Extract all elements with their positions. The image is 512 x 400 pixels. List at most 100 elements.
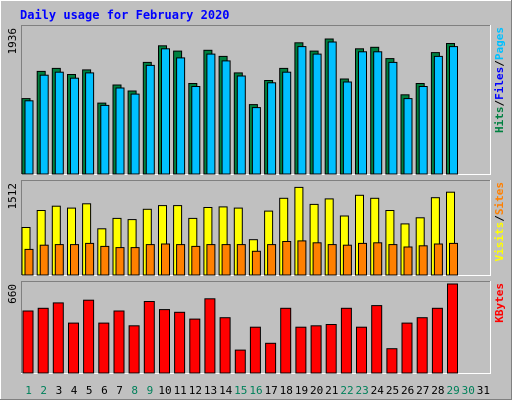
bar-sites-day-13 (206, 244, 216, 276)
x-tick-day-1: 1 (25, 384, 32, 397)
bar-sites-day-17 (267, 244, 277, 276)
bar-kbytes-day-1 (22, 310, 34, 374)
bar-kbytes-day-3 (52, 302, 64, 374)
legend-item-visits: Visits (493, 222, 506, 262)
legend-bottom: KBytes (493, 283, 506, 323)
bar-kbytes-day-21 (325, 324, 337, 374)
bar-files-day-1 (24, 100, 34, 175)
bar-kbytes-day-19 (295, 326, 307, 374)
bar-sites-day-4 (70, 244, 79, 276)
x-tick-day-15: 15 (234, 384, 247, 397)
bar-sites-day-18 (282, 241, 292, 276)
legend-item-pages: Pages (493, 27, 506, 60)
x-tick-day-24: 24 (371, 384, 385, 397)
bar-kbytes-day-6 (98, 322, 110, 374)
bar-kbytes-day-13 (204, 298, 216, 374)
x-tick-day-20: 20 (310, 384, 323, 397)
x-tick-day-31: 31 (477, 384, 490, 397)
x-tick-day-23: 23 (355, 384, 368, 397)
bar-kbytes-day-24 (371, 305, 383, 374)
x-tick-day-16: 16 (249, 384, 262, 397)
legend-separator: / (493, 100, 506, 107)
x-tick-day-25: 25 (386, 384, 399, 397)
bar-kbytes-day-12 (189, 318, 201, 374)
y-axis-max-label: 1512 (6, 183, 19, 210)
bar-files-day-28 (433, 55, 443, 175)
bar-kbytes-day-8 (128, 325, 140, 374)
bar-sites-day-27 (418, 245, 428, 276)
bar-sites-day-6 (100, 245, 110, 276)
x-tick-day-12: 12 (189, 384, 202, 397)
bar-sites-day-14 (221, 244, 231, 276)
bar-files-day-15 (236, 75, 246, 175)
bar-files-day-9 (145, 64, 155, 175)
bar-sites-day-24 (373, 242, 383, 276)
legend-top: Hits/Files/Pages (493, 27, 506, 133)
bar-kbytes-day-23 (356, 326, 367, 374)
bar-files-day-13 (206, 53, 216, 175)
bar-sites-day-19 (297, 240, 307, 276)
bar-sites-day-7 (115, 247, 125, 276)
bar-sites-day-5 (85, 242, 95, 276)
bar-sites-day-21 (327, 244, 337, 276)
bar-kbytes-day-18 (280, 307, 292, 374)
bar-sites-day-8 (130, 247, 140, 276)
x-tick-day-17: 17 (265, 384, 278, 397)
bar-kbytes-day-9 (143, 301, 155, 374)
x-tick-day-27: 27 (416, 384, 429, 397)
bar-files-day-4 (70, 77, 79, 175)
bar-kbytes-day-2 (37, 307, 49, 374)
x-tick-day-4: 4 (71, 384, 78, 397)
bar-kbytes-day-7 (113, 310, 125, 374)
x-tick-day-11: 11 (174, 384, 187, 397)
legend-item-hits: Hits (493, 107, 506, 134)
x-tick-day-21: 21 (325, 384, 338, 397)
bar-sites-day-15 (236, 244, 246, 276)
y-axis-max-label: 660 (6, 284, 19, 304)
bar-kbytes-day-17 (265, 342, 277, 374)
x-tick-day-9: 9 (147, 384, 154, 397)
bar-kbytes-day-28 (431, 307, 443, 374)
legend-separator: / (493, 215, 506, 222)
bar-files-day-11 (176, 57, 186, 175)
legend-item-files: Files (493, 67, 506, 100)
x-tick-day-5: 5 (86, 384, 93, 397)
bar-sites-day-25 (388, 244, 398, 276)
x-axis-day-labels: 1 2 3 4 5 6 7 8 9 10 11 12 13 14 15 16 17 18 19 20 21 22 23 24 2… (25, 384, 490, 397)
bar-sites-day-22 (342, 244, 352, 276)
bar-files-day-3 (54, 71, 64, 175)
bar-sites-day-11 (176, 244, 186, 276)
bar-sites-day-28 (433, 243, 443, 276)
x-tick-day-19: 19 (295, 384, 308, 397)
x-tick-day-14: 14 (219, 384, 233, 397)
bar-files-day-23 (358, 51, 367, 175)
y-axis-max-label: 1936 (6, 28, 19, 55)
x-tick-day-29: 29 (446, 384, 459, 397)
bar-files-day-24 (373, 51, 383, 175)
chart-title: Daily usage for February 2020 (20, 8, 230, 22)
bar-kbytes-day-10 (159, 309, 170, 374)
bar-files-day-8 (130, 93, 140, 175)
bar-files-day-26 (403, 98, 413, 175)
bar-files-day-20 (312, 53, 322, 175)
bar-sites-day-29 (449, 242, 458, 276)
x-tick-day-8: 8 (131, 384, 138, 397)
bar-kbytes-day-25 (386, 348, 398, 374)
bar-files-day-29 (449, 46, 458, 175)
bar-sites-day-2 (39, 244, 49, 276)
bar-files-day-10 (161, 48, 170, 175)
bar-kbytes-day-20 (310, 325, 322, 374)
bar-kbytes-day-22 (340, 307, 352, 374)
legend-item-sites: Sites (493, 182, 506, 215)
bar-kbytes-day-5 (83, 299, 95, 374)
bar-kbytes-day-27 (416, 317, 428, 374)
bar-sites-day-3 (54, 244, 64, 276)
x-tick-day-13: 13 (204, 384, 217, 397)
bar-files-day-27 (418, 86, 428, 175)
x-tick-day-30: 30 (462, 384, 475, 397)
x-tick-day-3: 3 (56, 384, 63, 397)
bar-files-day-19 (297, 46, 307, 175)
